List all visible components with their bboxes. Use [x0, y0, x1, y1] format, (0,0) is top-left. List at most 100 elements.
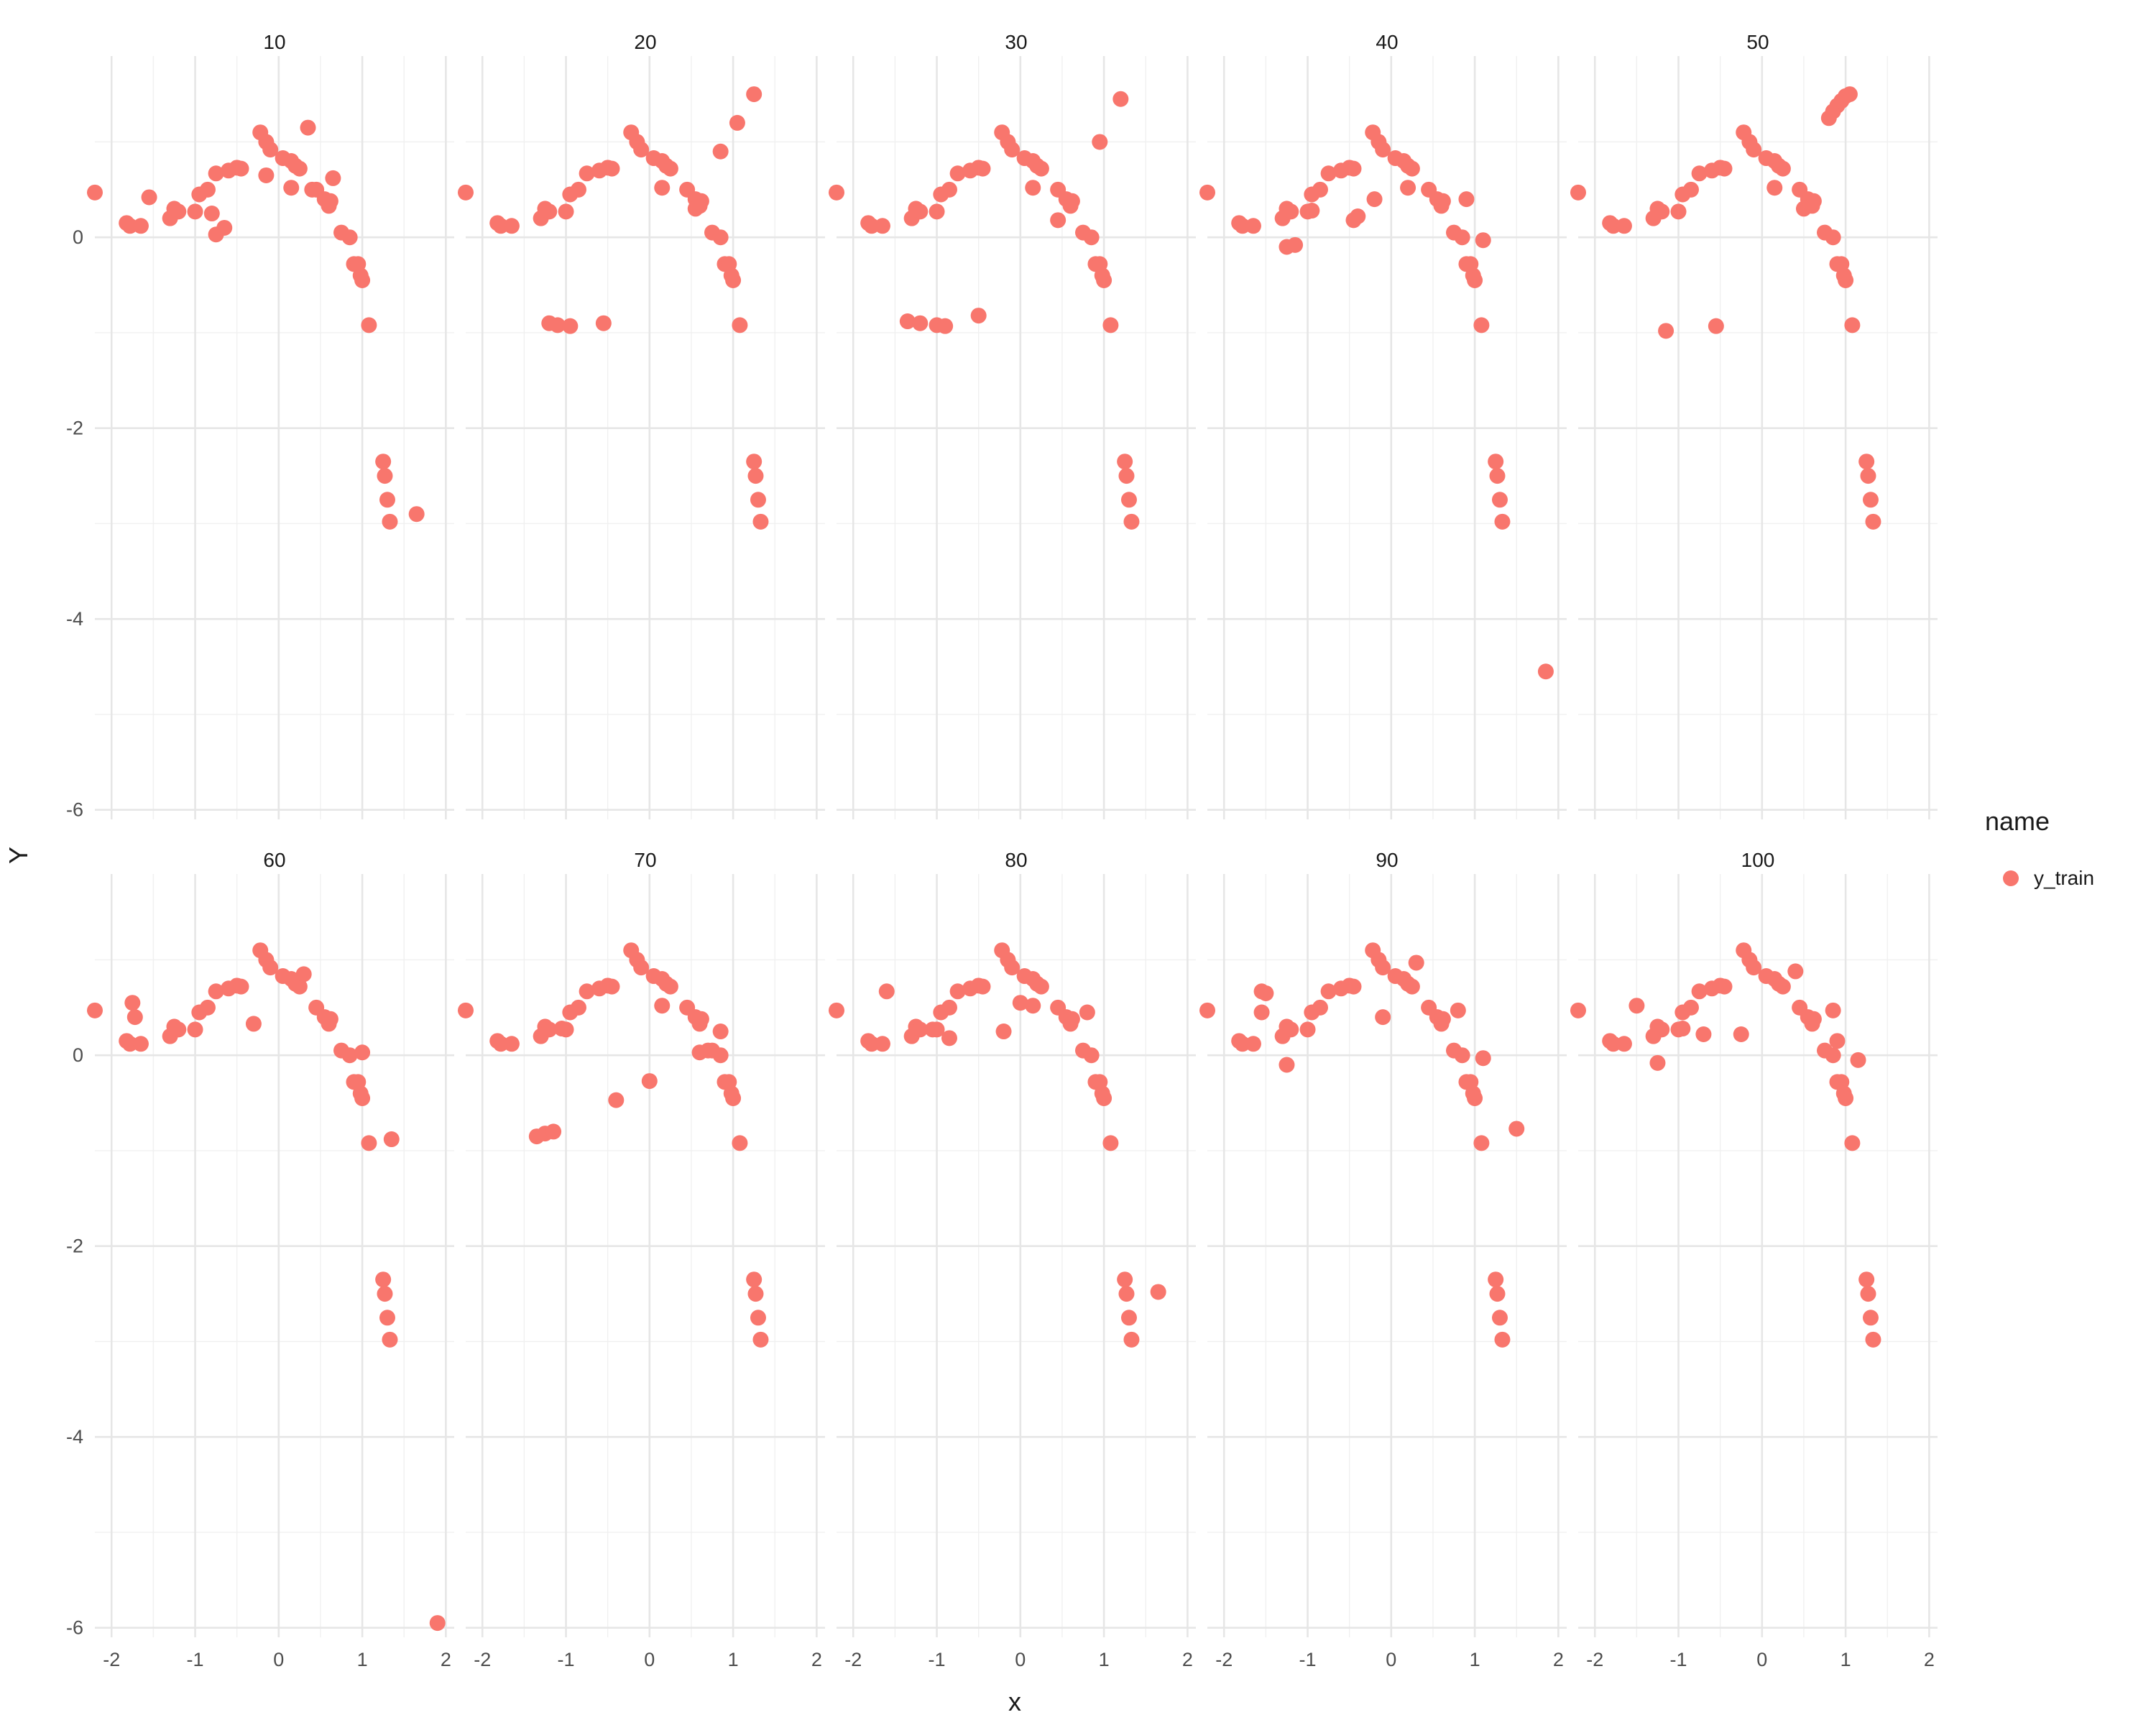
- data-point: [291, 160, 308, 177]
- data-point: [1004, 142, 1021, 158]
- data-point: [1733, 1026, 1749, 1043]
- data-point: [937, 318, 954, 334]
- x-tick-label: -2: [1215, 1649, 1233, 1670]
- data-point: [746, 1271, 763, 1288]
- data-point: [1279, 1057, 1295, 1073]
- y-tick-label: -2: [66, 1236, 83, 1257]
- data-point: [492, 218, 509, 234]
- panel-40: 40: [1199, 31, 1567, 819]
- data-point: [208, 165, 224, 182]
- data-point: [1670, 203, 1687, 220]
- panel-30: 30: [829, 31, 1196, 819]
- data-point: [379, 1310, 395, 1326]
- x-tick-label: -1: [1299, 1649, 1317, 1670]
- x-tick-label: 1: [357, 1649, 368, 1670]
- data-point: [912, 315, 929, 331]
- data-point: [1570, 1002, 1586, 1018]
- data-point: [1287, 236, 1304, 253]
- y-tick-label: -6: [66, 1617, 83, 1639]
- data-point: [1199, 184, 1215, 201]
- facet-label: 30: [1005, 31, 1027, 53]
- data-point: [700, 1042, 717, 1059]
- data-point: [949, 983, 966, 1000]
- facet-label: 90: [1376, 849, 1398, 871]
- x-tick-label: 0: [644, 1649, 655, 1670]
- data-point: [429, 1615, 446, 1632]
- data-point: [132, 1036, 149, 1052]
- data-point: [654, 998, 671, 1014]
- data-point: [712, 1047, 729, 1064]
- data-point: [354, 1090, 371, 1106]
- data-point: [1844, 1135, 1861, 1151]
- x-tick-label: 0: [1756, 1649, 1767, 1670]
- x-tick-label: 1: [1470, 1649, 1480, 1670]
- data-point: [829, 1002, 844, 1018]
- data-point: [604, 160, 620, 177]
- data-point: [1408, 954, 1424, 971]
- data-point: [203, 206, 220, 222]
- data-point: [1491, 1310, 1508, 1326]
- data-point: [1404, 160, 1420, 177]
- facet-label: 60: [263, 849, 285, 871]
- data-point: [1489, 468, 1506, 484]
- data-point: [747, 1286, 764, 1302]
- panel-70: 70 -2 -1 0 1 2: [458, 849, 825, 1670]
- data-point: [662, 160, 678, 177]
- x-tick-label: 2: [1553, 1649, 1564, 1670]
- data-point: [1838, 1090, 1854, 1106]
- data-point: [1375, 960, 1391, 976]
- x-tick-label: 0: [1015, 1649, 1026, 1670]
- data-point: [1375, 1009, 1391, 1026]
- data-point: [752, 1331, 769, 1348]
- facet-label: 70: [634, 849, 656, 871]
- data-point: [382, 1331, 398, 1348]
- data-point: [1860, 1286, 1876, 1302]
- data-point: [1123, 1331, 1140, 1348]
- x-tick-label: 1: [1841, 1649, 1851, 1670]
- data-point: [712, 143, 729, 160]
- data-point: [1825, 229, 1841, 246]
- data-point: [1475, 1050, 1491, 1067]
- data-point: [725, 272, 742, 288]
- data-point: [1691, 983, 1708, 1000]
- data-point: [1400, 180, 1416, 196]
- data-point: [233, 978, 249, 995]
- data-point: [1473, 1135, 1490, 1151]
- data-point: [729, 114, 745, 131]
- data-point: [408, 506, 425, 523]
- data-point: [262, 142, 279, 158]
- legend-title: name: [1985, 806, 2050, 836]
- x-tick-label: 2: [1924, 1649, 1935, 1670]
- data-point: [1605, 1036, 1621, 1052]
- data-point: [1862, 1310, 1879, 1326]
- data-point: [1858, 1271, 1875, 1288]
- data-point: [562, 318, 579, 334]
- y-tick-label: -4: [66, 608, 83, 630]
- data-point: [87, 184, 103, 201]
- data-point: [377, 1286, 393, 1302]
- data-point: [341, 229, 358, 246]
- y-tick-label: -4: [66, 1426, 83, 1448]
- data-point: [1434, 193, 1451, 209]
- panel-60: 60 -6 -4 -2 0 -2 -1 0 1 2: [66, 849, 454, 1670]
- data-point: [325, 170, 341, 186]
- data-point: [1283, 1021, 1299, 1038]
- data-point: [693, 1011, 709, 1027]
- data-point: [361, 317, 377, 334]
- data-point: [1716, 160, 1733, 177]
- data-point: [1746, 960, 1762, 976]
- data-point: [1199, 1002, 1215, 1018]
- data-point: [1312, 181, 1328, 198]
- y-tick-label: -6: [66, 799, 83, 821]
- panel-10: 10 -6 -4 -2 0: [66, 31, 454, 821]
- data-point: [503, 1036, 520, 1052]
- data-point: [503, 218, 520, 234]
- data-point: [1467, 1090, 1483, 1106]
- data-point: [1682, 181, 1699, 198]
- data-point: [912, 203, 929, 220]
- data-point: [1691, 165, 1708, 182]
- data-point: [1746, 142, 1762, 158]
- data-point: [553, 1021, 570, 1037]
- data-point: [912, 1021, 929, 1038]
